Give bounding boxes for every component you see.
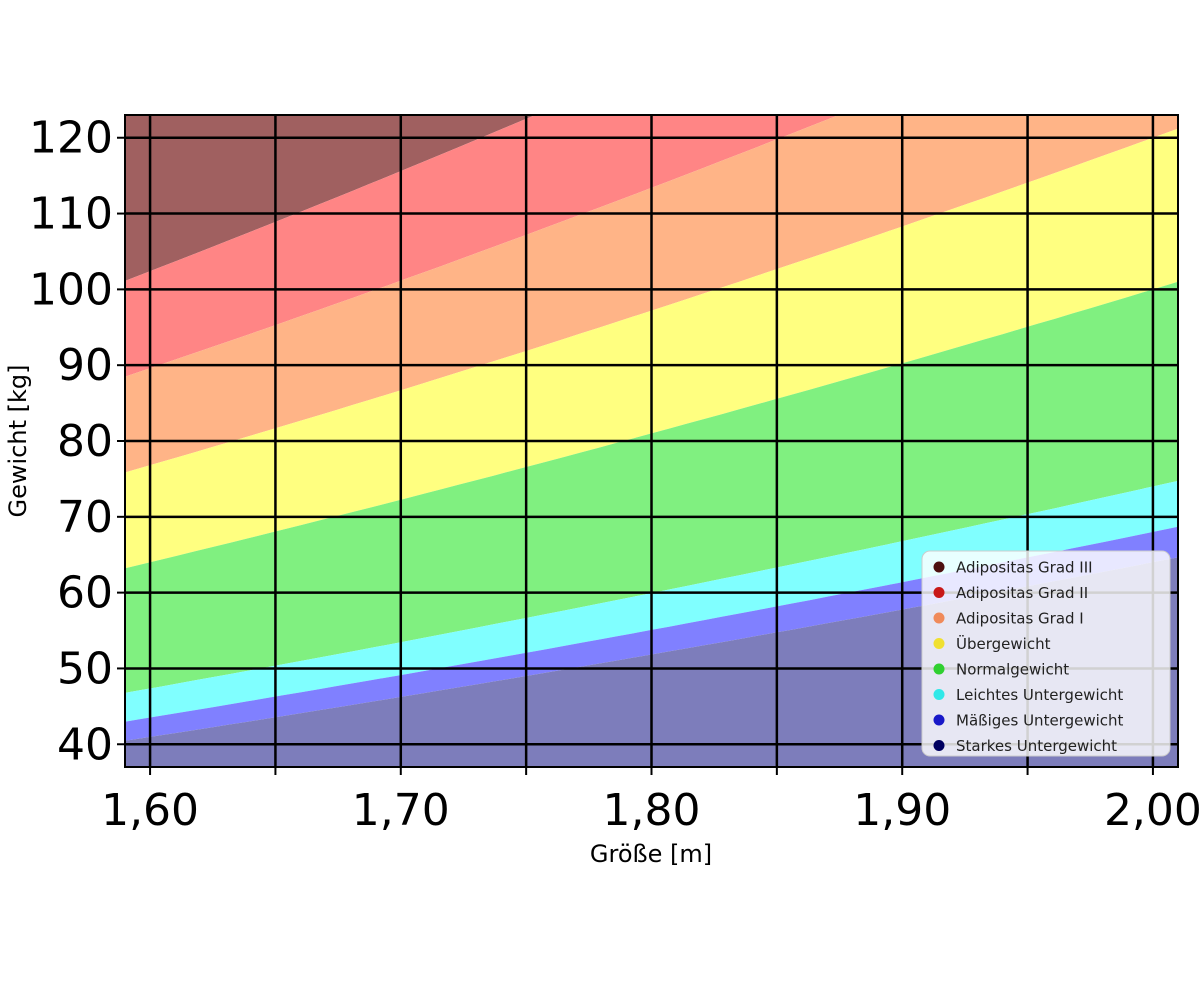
y-tick-label: 70 (57, 492, 113, 543)
legend-marker (933, 663, 945, 675)
y-tick-label: 110 (29, 189, 113, 240)
y-tick-label: 120 (29, 113, 113, 164)
legend-entry: Normalgewicht (956, 661, 1069, 679)
y-axis-ticks: 40 50 60 70 80 90 100 110 120 (29, 113, 125, 770)
x-tick-label: 1,80 (603, 785, 701, 836)
x-tick-label: 1,60 (101, 785, 199, 836)
legend-entry: Adipositas Grad I (956, 610, 1084, 628)
y-axis-label: Gewicht [kg] (4, 365, 32, 518)
legend-entry: Adipositas Grad II (956, 584, 1088, 602)
legend-entry: Starkes Untergewicht (956, 737, 1117, 755)
legend: Adipositas Grad III Adipositas Grad II Adi… (921, 550, 1171, 757)
x-tick-label: 1,90 (853, 785, 951, 836)
y-tick-label: 80 (57, 416, 113, 467)
x-axis-label: Größe [m] (590, 840, 712, 868)
y-tick-label: 100 (29, 264, 113, 315)
legend-entry: Adipositas Grad III (956, 559, 1093, 577)
legend-entry: Leichtes Untergewicht (956, 686, 1123, 704)
legend-entry: Übergewicht (956, 634, 1051, 653)
y-tick-label: 90 (57, 340, 113, 391)
x-tick-label: 2,00 (1104, 785, 1200, 836)
y-tick-label: 40 (57, 719, 113, 770)
x-tick-label: 1,70 (352, 785, 450, 836)
y-tick-label: 50 (57, 643, 113, 694)
legend-box (921, 550, 1171, 757)
legend-marker (933, 689, 945, 700)
legend-marker (933, 740, 945, 751)
band-1 (125, 115, 839, 377)
legend-marker (933, 612, 945, 624)
legend-marker (933, 587, 945, 598)
x-axis-ticks: 1,60 1,70 1,80 1,90 2,00 (101, 767, 1200, 836)
band-0 (125, 115, 536, 281)
legend-marker (933, 714, 945, 726)
legend-entry: Mäßiges Untergewicht (956, 712, 1124, 730)
legend-marker (933, 638, 945, 649)
legend-marker (933, 561, 945, 573)
y-tick-label: 60 (57, 568, 113, 619)
